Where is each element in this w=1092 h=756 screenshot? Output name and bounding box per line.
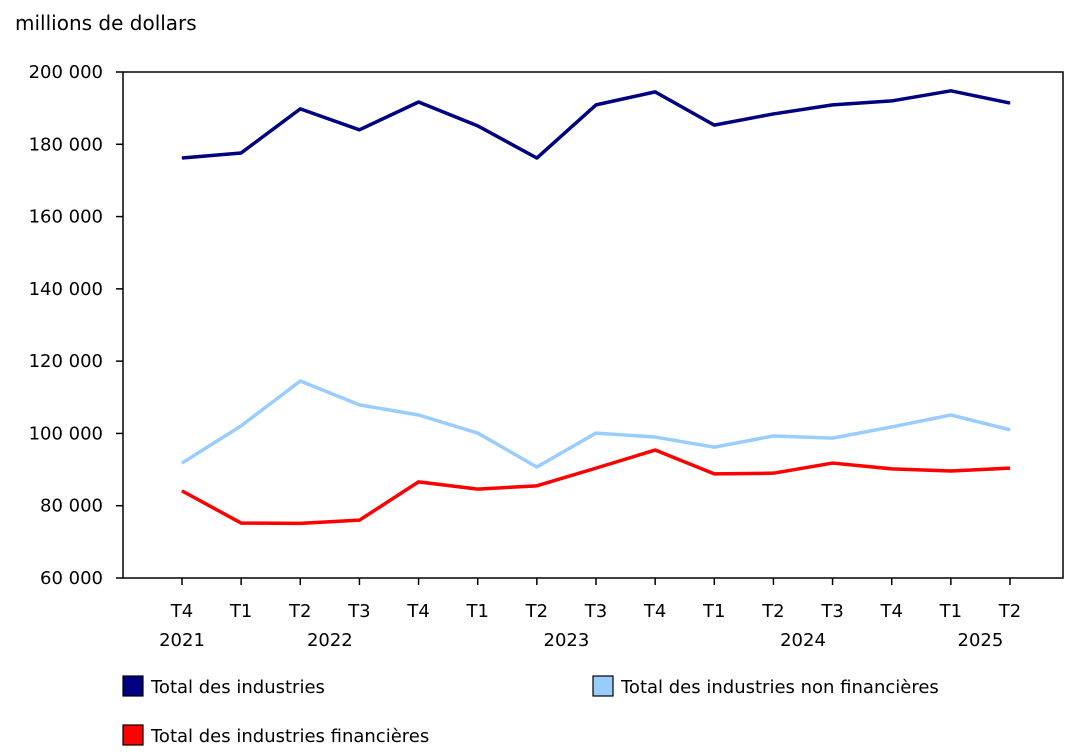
data-point	[713, 124, 715, 126]
series-line-3	[181, 448, 1011, 526]
x-tick-label: T3	[584, 601, 607, 622]
data-point	[477, 432, 479, 434]
y-axis-label: millions de dollars	[15, 11, 197, 35]
data-point	[832, 462, 834, 464]
x-year-label: 2024	[780, 630, 826, 651]
legend-swatch	[592, 675, 614, 697]
legend-label: Total des industries	[150, 677, 325, 698]
data-point	[654, 449, 656, 451]
data-point	[358, 404, 360, 406]
x-tick-label: T4	[406, 601, 429, 622]
plot-frame	[122, 71, 1064, 579]
data-point	[299, 522, 301, 524]
data-point	[891, 468, 893, 470]
data-point	[950, 90, 952, 92]
x-tick-label: T3	[820, 601, 843, 622]
data-point	[772, 472, 774, 474]
data-point	[240, 152, 242, 154]
x-tick-label: T4	[879, 601, 902, 622]
y-tick-label: 60 000	[40, 568, 103, 589]
x-year-label: 2022	[307, 630, 353, 651]
data-point	[299, 108, 301, 110]
series-line-2	[181, 379, 1011, 469]
data-point	[418, 414, 420, 416]
data-point	[654, 91, 656, 93]
data-point	[772, 113, 774, 115]
y-tick-label: 200 000	[29, 62, 103, 83]
y-tick-label: 140 000	[29, 279, 103, 300]
data-point	[950, 470, 952, 472]
x-tick-label: T2	[761, 601, 784, 622]
data-point	[240, 522, 242, 524]
y-tick-label: 80 000	[40, 496, 103, 517]
y-tick-label: 100 000	[29, 423, 103, 444]
data-point	[891, 426, 893, 428]
data-point	[1009, 429, 1011, 431]
legend-label: Total des industries non financières	[620, 677, 939, 698]
data-point	[595, 432, 597, 434]
data-point	[477, 488, 479, 490]
data-point	[358, 519, 360, 521]
data-point	[477, 125, 479, 127]
data-point	[595, 104, 597, 106]
x-tick-label: T1	[229, 601, 252, 622]
data-point	[654, 436, 656, 438]
data-point	[713, 473, 715, 475]
y-tick-label: 160 000	[29, 207, 103, 228]
x-tick-label: T2	[525, 601, 548, 622]
data-point	[181, 157, 183, 159]
x-tick-label: T1	[465, 601, 488, 622]
data-point	[713, 446, 715, 448]
data-point	[418, 481, 420, 483]
legend-swatch	[122, 675, 144, 697]
series-line-1	[181, 89, 1011, 160]
x-tick-label: T4	[170, 601, 193, 622]
data-point	[181, 490, 183, 492]
x-tick-label: T1	[702, 601, 725, 622]
data-point	[595, 467, 597, 469]
data-point	[358, 129, 360, 131]
data-point	[1009, 467, 1011, 469]
data-point	[832, 104, 834, 106]
x-year-label: 2025	[958, 630, 1004, 651]
data-point	[536, 485, 538, 487]
y-tick-label: 120 000	[29, 351, 103, 372]
x-tick-label: T1	[939, 601, 962, 622]
data-point	[891, 100, 893, 102]
data-point	[1009, 102, 1011, 104]
data-point	[299, 380, 301, 382]
x-year-label: 2021	[159, 630, 205, 651]
data-point	[418, 101, 420, 103]
data-point	[772, 435, 774, 437]
x-tick-label: T2	[998, 601, 1021, 622]
data-point	[240, 425, 242, 427]
x-tick-label: T3	[347, 601, 370, 622]
data-point	[832, 437, 834, 439]
y-tick-label: 180 000	[29, 134, 103, 155]
legend-swatch	[122, 724, 144, 746]
data-point	[536, 157, 538, 159]
data-point	[181, 462, 183, 464]
x-tick-label: T2	[288, 601, 311, 622]
data-point	[950, 414, 952, 416]
x-year-label: 2023	[544, 630, 590, 651]
x-tick-label: T4	[643, 601, 666, 622]
data-point	[536, 466, 538, 468]
legend-label: Total des industries financières	[150, 726, 429, 747]
